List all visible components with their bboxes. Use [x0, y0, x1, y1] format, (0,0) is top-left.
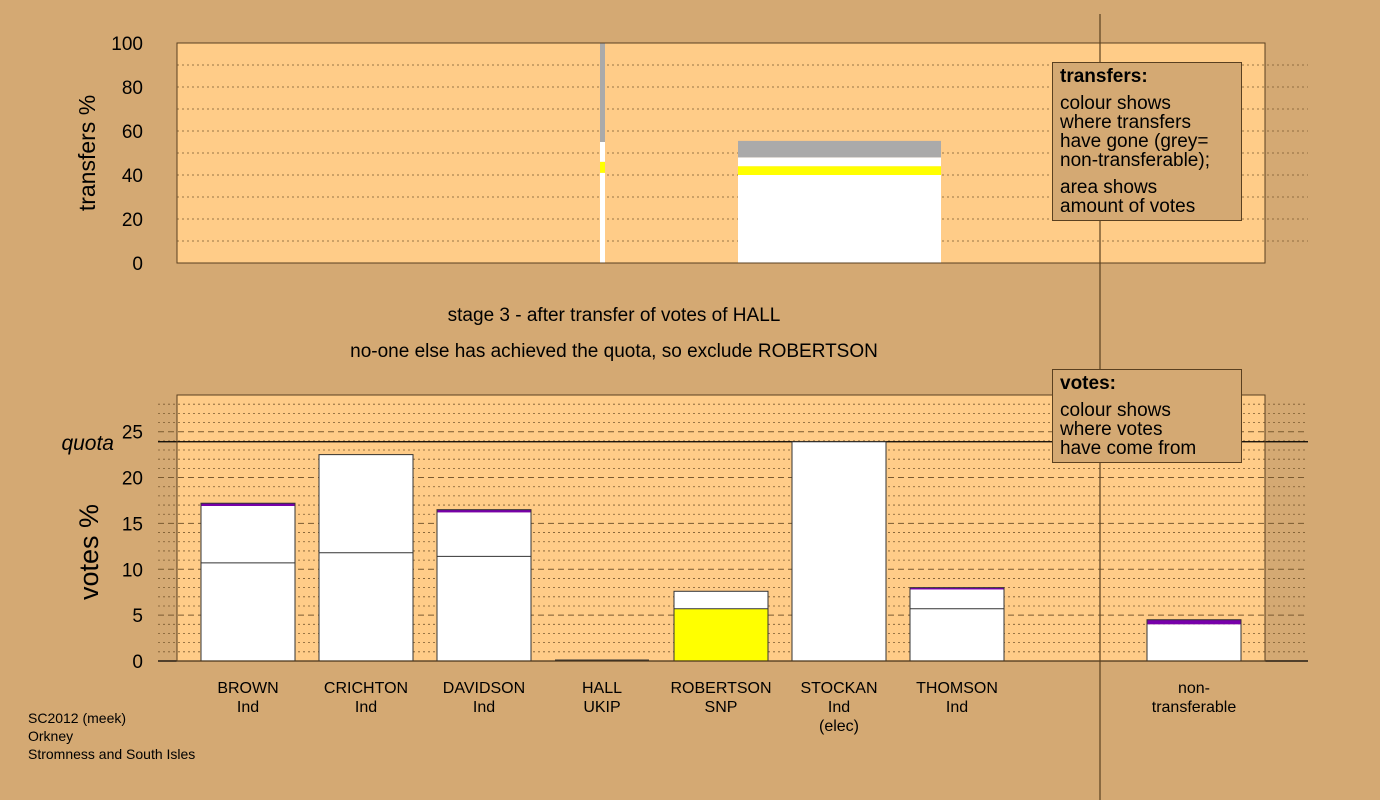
bar-hall-segment-davidson [437, 509, 531, 513]
transfers-segment [738, 166, 941, 175]
votes-legend-title: votes: [1060, 373, 1116, 394]
bar-transfer-segment-robertson [674, 591, 768, 609]
votes-ytick-label: 15 [122, 514, 143, 535]
bar-transfer-segment-non-transferable [1147, 624, 1241, 661]
bar-transfer-segment-thomson [910, 589, 1004, 609]
votes-ytick-label: 0 [132, 652, 143, 673]
votes-legend-line: where votes [1060, 419, 1163, 440]
candidate-name: ROBERTSON [670, 680, 772, 697]
bar-transfer-segment-crichton [319, 454, 413, 553]
transfers-legend-line: non-transferable); [1060, 150, 1210, 171]
candidate-name: BROWN [217, 680, 279, 697]
bar-hall-segment-brown [201, 503, 295, 506]
bar-hall-segment-thomson [910, 587, 1004, 590]
candidate-label-robertson: ROBERTSON SNP [656, 679, 786, 717]
transfers-segment [738, 140, 941, 158]
transfers-segment [738, 175, 941, 263]
votes-ylabel: votes % [74, 504, 104, 600]
transfers-ylabel: transfers % [74, 95, 100, 211]
stage-heading: stage 3 - after transfer of votes of HAL… [447, 305, 781, 326]
candidate-party: SNP [704, 699, 738, 716]
candidate-label-crichton: CRICHTON Ind [301, 679, 431, 717]
transfers-legend-line: area shows [1060, 177, 1158, 198]
candidate-party: Ind [945, 699, 969, 716]
bar-first-pref-thomson [910, 608, 1004, 661]
bar-first-pref-robertson [674, 608, 768, 661]
candidate-name: DAVIDSON [442, 680, 526, 697]
candidate-party: transferable [1151, 699, 1237, 716]
quota-label: quota [61, 432, 114, 455]
votes-ytick-label: 10 [122, 560, 143, 581]
transfers-legend-line: colour shows [1060, 93, 1171, 114]
candidate-party: Ind [236, 699, 260, 716]
votes-plot-frame [176, 394, 1266, 662]
bar-transfer-segment-brown [201, 505, 295, 563]
footer-ward: Stromness and South Isles [28, 746, 196, 762]
candidate-status: (elec) [818, 718, 859, 735]
footer-scheme: SC2012 (meek) [28, 710, 127, 726]
candidate-label-non-transferable: non- transferable [1129, 679, 1259, 717]
exclusion-note: no-one else has achieved the quota, so e… [350, 341, 878, 362]
transfers-ytick-label: 40 [122, 166, 143, 187]
bar-first-pref-davidson [437, 556, 531, 661]
votes-legend-line: colour shows [1060, 400, 1171, 421]
candidate-name: HALL [581, 680, 623, 697]
transfers-segment [600, 142, 605, 162]
votes-legend: votes: colour shows where votes have com… [1052, 369, 1242, 463]
transfers-ytick-label: 0 [132, 254, 143, 275]
transfers-ytick-label: 60 [122, 122, 143, 143]
votes-legend-line: have come from [1060, 438, 1197, 459]
transfers-segment [738, 157, 941, 167]
candidate-name: non- [1177, 680, 1211, 697]
bar-first-pref-stockan [792, 441, 886, 661]
candidate-name: THOMSON [916, 680, 998, 697]
transfers-legend-title: transfers: [1060, 66, 1148, 87]
footer-council: Orkney [28, 728, 74, 744]
candidate-party: Ind [472, 699, 496, 716]
candidate-label-stockan: STOCKAN Ind (elec) [774, 679, 904, 736]
candidate-party: Ind [827, 699, 851, 716]
transfers-legend-line: have gone (grey= [1060, 131, 1209, 152]
transfers-ytick-label: 80 [122, 78, 143, 99]
candidate-party: UKIP [583, 699, 621, 716]
bar-first-pref-crichton [319, 552, 413, 661]
transfers-segment [600, 161, 605, 173]
bar-first-pref-brown [201, 562, 295, 661]
candidate-label-davidson: DAVIDSON Ind [419, 679, 549, 717]
candidate-label-brown: BROWN Ind [183, 679, 313, 717]
transfers-ytick-label: 20 [122, 210, 143, 231]
candidate-label-hall: HALL UKIP [537, 679, 667, 717]
votes-ytick-label: 20 [122, 469, 143, 490]
bar-hall-segment-non-transferable [1147, 619, 1241, 625]
transfers-legend-line: amount of votes [1060, 196, 1196, 217]
transfers-ytick-label: 100 [111, 34, 143, 55]
candidate-party: Ind [354, 699, 378, 716]
candidate-name: STOCKAN [800, 680, 878, 697]
transfers-segment [600, 172, 605, 263]
votes-ytick-label: 25 [122, 423, 143, 444]
candidate-label-thomson: THOMSON Ind [892, 679, 1022, 717]
candidate-name: CRICHTON [323, 680, 409, 697]
bar-transfer-segment-davidson [437, 512, 531, 557]
transfers-segment [600, 43, 605, 142]
transfers-plot-frame [176, 42, 1266, 264]
votes-ytick-label: 5 [132, 606, 143, 627]
transfers-legend: transfers: colour shows where transfers … [1052, 62, 1242, 221]
transfers-legend-line: where transfers [1060, 112, 1191, 133]
